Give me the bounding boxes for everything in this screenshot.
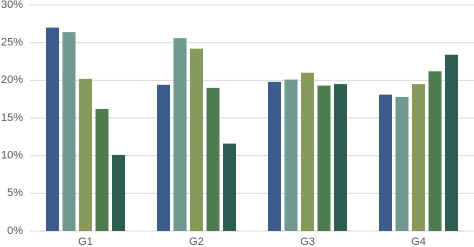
bar <box>301 72 314 231</box>
y-tick-label: 10% <box>1 150 23 162</box>
bar <box>95 108 109 231</box>
y-tick-label: 0% <box>7 225 23 237</box>
bar <box>284 79 298 231</box>
x-tick-label: G3 <box>300 236 315 247</box>
bar <box>317 85 331 232</box>
bar <box>428 71 442 231</box>
bar <box>334 84 347 231</box>
x-tick-label: G1 <box>78 236 93 247</box>
y-tick-label: 25% <box>1 37 23 49</box>
bar <box>412 84 425 231</box>
bar <box>206 87 220 231</box>
bar <box>173 38 187 231</box>
bar <box>190 48 203 232</box>
bar <box>46 27 59 231</box>
x-tick-label: G2 <box>189 236 204 247</box>
bar <box>445 54 458 231</box>
y-tick-label: 30% <box>1 0 23 11</box>
bar <box>157 84 170 231</box>
y-tick-label: 15% <box>1 112 23 124</box>
bar <box>379 94 392 231</box>
y-tick-label: 5% <box>7 187 23 199</box>
bar <box>79 78 92 232</box>
bar <box>223 143 236 231</box>
y-tick-label: 20% <box>1 74 23 86</box>
bar <box>62 32 76 232</box>
bar <box>112 154 125 231</box>
bar <box>268 81 281 231</box>
x-tick-label: G4 <box>411 236 426 247</box>
bar <box>395 96 409 231</box>
